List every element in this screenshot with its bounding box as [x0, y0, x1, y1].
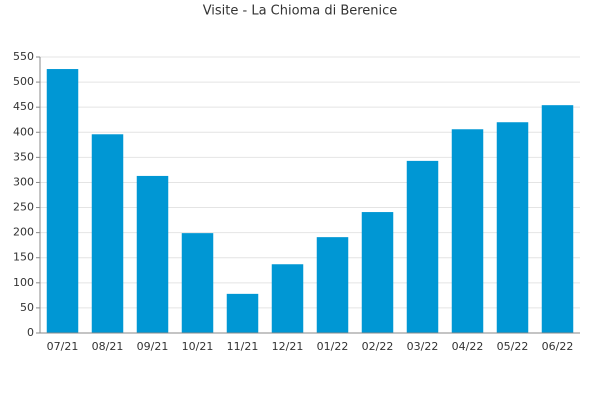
- x-tick-label: 05/22: [497, 340, 529, 353]
- x-tick-label: 03/22: [407, 340, 439, 353]
- y-tick-label: 100: [13, 276, 34, 289]
- x-tick-label: 12/21: [272, 340, 304, 353]
- x-tick-label: 06/22: [542, 340, 574, 353]
- bar: [136, 175, 169, 333]
- bar: [496, 122, 529, 334]
- y-tick-label: 550: [13, 50, 34, 63]
- chart-title: Visite - La Chioma di Berenice: [203, 4, 398, 19]
- x-tick-label: 02/22: [362, 340, 394, 353]
- x-tick-label: 08/21: [92, 340, 124, 353]
- bar: [361, 212, 394, 333]
- x-tick-label: 07/21: [47, 340, 79, 353]
- bar: [406, 160, 439, 333]
- x-tick-label: 11/21: [227, 340, 259, 353]
- bar: [46, 69, 79, 333]
- bar: [91, 134, 124, 333]
- bar: [316, 237, 349, 333]
- bar: [271, 264, 304, 333]
- y-tick-label: 500: [13, 75, 34, 88]
- y-tick-label: 450: [13, 100, 34, 113]
- x-tick-label: 01/22: [317, 340, 349, 353]
- y-tick-label: 250: [13, 201, 34, 214]
- y-tick-label: 350: [13, 150, 34, 163]
- y-tick-label: 200: [13, 226, 34, 239]
- y-tick-label: 50: [20, 301, 34, 314]
- y-tick-label: 150: [13, 251, 34, 264]
- bar: [181, 233, 214, 333]
- x-tick-label: 09/21: [137, 340, 169, 353]
- x-tick-label: 04/22: [452, 340, 484, 353]
- y-tick-label: 400: [13, 125, 34, 138]
- y-tick-label: 300: [13, 175, 34, 188]
- bar: [226, 293, 259, 333]
- x-tick-label: 10/21: [182, 340, 214, 353]
- bar: [451, 129, 484, 333]
- bar: [541, 105, 574, 333]
- y-tick-label: 0: [27, 326, 34, 339]
